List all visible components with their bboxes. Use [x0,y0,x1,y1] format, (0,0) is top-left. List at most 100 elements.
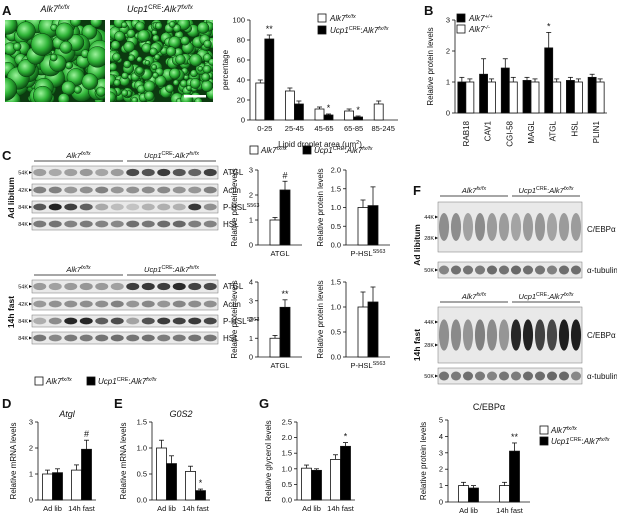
blot-band [570,371,582,381]
blot-band [498,371,510,381]
band-name: ATGL [223,282,244,291]
blot-band [172,334,186,342]
legend-swatch-control [34,376,44,386]
bar [314,108,325,121]
x-tick-label: 45-65 [314,124,333,133]
y-tick-label: 1.5 [331,184,341,193]
lipid-droplet [135,66,144,75]
blot-band [570,213,582,241]
category-name: 14h fast [68,504,96,513]
blot-band [141,300,155,308]
panel-label-B: B [424,3,433,18]
x-tick-label: 25-45 [285,124,304,133]
blot-band [510,265,522,275]
x-tick-label: Ad lib [43,504,62,513]
blot-band [462,319,474,351]
lipid-droplet [121,89,129,97]
panel-label-E: E [114,396,123,411]
blot-band [157,334,171,342]
bar [499,485,510,503]
blot-band [33,220,47,228]
lipid-droplet [175,54,186,65]
x-tick-label: 14h fast [327,504,355,513]
y-tick-label: 0.0 [282,496,292,505]
blot-band [126,300,140,308]
y-tick-label: 1 [29,470,33,479]
x-tick-label: ATGL [270,361,289,370]
x-tick-label: 14h fast [182,504,210,513]
blot-band [157,300,171,308]
band-label: P-HSLS563 [223,317,259,326]
y-tick-label: 2 [439,465,443,474]
blot-band [110,203,124,211]
genotype-gene: Alk7 [163,4,183,14]
blot-band [33,203,47,211]
bar [301,467,312,501]
genotype-label: Alk7+/+ [468,14,493,23]
band-name: P-HSL [223,203,247,212]
bar [509,450,520,503]
genotype-separator: : [582,437,584,446]
bar [468,487,479,503]
significance-mark: * [199,478,203,488]
blot-band [126,203,140,211]
lipid-droplet [123,60,132,69]
bar [156,447,167,501]
band-name: Actin [223,300,241,309]
blot-band [486,265,498,275]
blot-band [141,220,155,228]
panel-label-D: D [2,396,11,411]
lipid-droplet [201,72,211,82]
bar [458,485,469,503]
lipid-droplet [143,80,156,93]
genotype-cre-sup: CRE [162,151,174,157]
mw-marker: 42K [18,188,28,194]
blot-band [157,203,171,211]
genotype-knockout-label: Ucp1CRE:Alk7fx/fx [144,151,199,160]
blot-band [474,213,486,241]
y-tick-label: 3 [249,166,253,175]
marker-arrow [29,302,32,306]
bar [487,81,496,114]
genotype-allele: fx/fx [81,265,91,271]
lipid-droplet [123,41,135,53]
y-tick-label: 0.5 [282,480,292,489]
blot-band [546,371,558,381]
bar [367,301,379,358]
chart-title: G0S2 [169,409,192,419]
marker-arrow [435,343,438,347]
genotype-gene: Alk7 [39,4,59,14]
y-tick-label: 1 [446,78,450,87]
band-name: C/EBPα [587,331,616,340]
blot-band [510,213,522,241]
blot-band [510,371,522,381]
y-tick-label: 4 [249,278,253,287]
genotype-gene: Alk7 [362,26,379,35]
blot-atgl-adlib [31,165,219,180]
lipid-droplet [5,20,18,35]
blot-band [64,282,78,291]
blot-band [438,371,450,381]
marker-arrow [435,268,438,272]
bar [185,470,196,501]
x-tick-label: Ad lib [459,506,478,515]
lipid-droplet [137,29,150,43]
genotype-control-label: Alk7fx/fx [260,146,287,155]
lipid-droplet [17,59,36,78]
marker-arrow [29,336,32,340]
blot-band [79,317,93,325]
blot-band [64,334,78,342]
y-tick-label: 20 [237,96,245,105]
genotype-gene: Alk7 [461,186,477,195]
blot-band [462,265,474,275]
blot-band [203,168,217,177]
genotype-cre-sup: CRE [117,377,129,383]
genotype-allele: fx/fx [476,186,486,192]
blot-band [188,168,202,177]
y-axis-label: Relative protein levels [426,27,435,105]
category-name: 14h fast [182,504,210,513]
genotype-allele: fx/fx [346,14,356,20]
y-tick-label: 2 [446,47,450,56]
blot-band [141,186,155,194]
